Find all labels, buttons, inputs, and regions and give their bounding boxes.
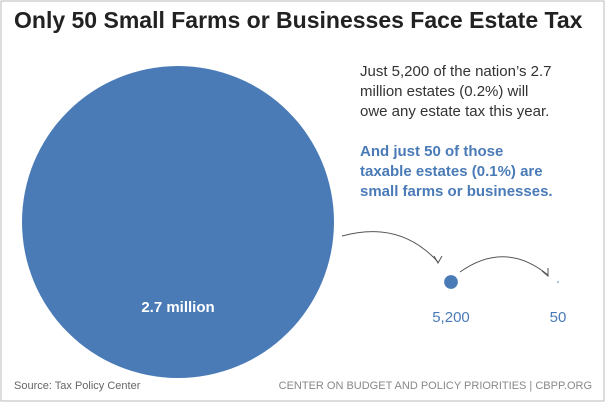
value-label: 50 bbox=[550, 309, 567, 326]
circle bbox=[22, 66, 334, 378]
source: Source: Tax Policy Center bbox=[14, 380, 141, 392]
annotation: owe any estate tax this year. bbox=[360, 103, 549, 120]
circle bbox=[557, 281, 559, 283]
value-label: 5,200 bbox=[432, 309, 470, 326]
value-label: 2.7 million bbox=[141, 299, 214, 316]
arrow-head bbox=[433, 255, 443, 265]
arrow bbox=[341, 231, 439, 263]
circle bbox=[444, 275, 458, 289]
annotation: million estates (0.2%) will bbox=[360, 83, 528, 100]
credit: CENTER ON BUDGET AND POLICY PRIORITIES |… bbox=[279, 380, 592, 392]
annotation: And just 50 of those bbox=[360, 143, 503, 160]
annotation: taxable estates (0.1%) are bbox=[360, 163, 543, 180]
annotation: small farms or businesses. bbox=[360, 183, 553, 200]
annotation: Just 5,200 of the nation’s 2.7 bbox=[360, 63, 552, 80]
arrow-head bbox=[541, 268, 549, 278]
arrow bbox=[459, 256, 549, 276]
chart-title: Only 50 Small Farms or Businesses Face E… bbox=[14, 7, 583, 33]
